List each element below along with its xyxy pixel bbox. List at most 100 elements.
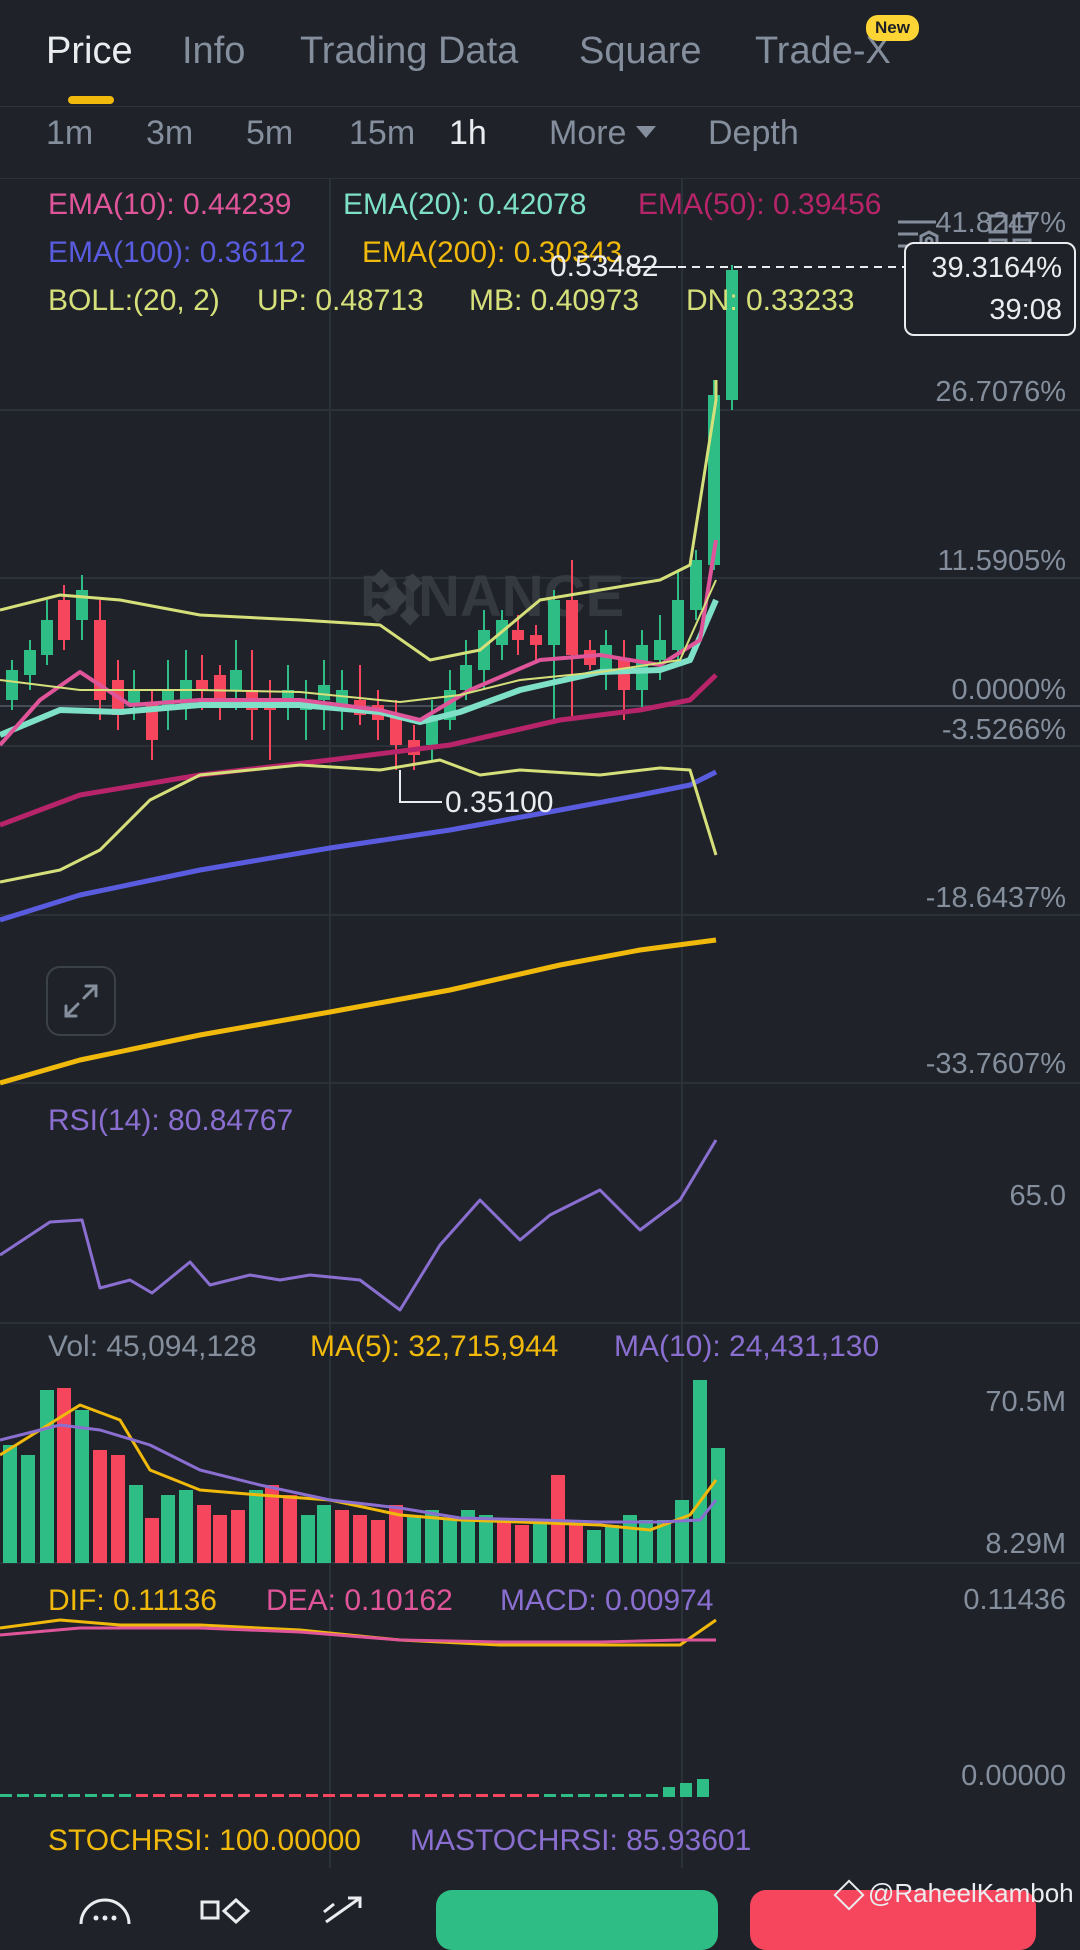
candle-up: [460, 640, 472, 700]
volume-bar-down: [389, 1505, 403, 1563]
interval-5m[interactable]: 5m: [246, 114, 294, 152]
candle-up: [690, 550, 702, 620]
macd-bar-down: [459, 1794, 471, 1797]
ema10-line: [0, 539, 718, 747]
candle-down: [214, 665, 226, 720]
depth-tab[interactable]: Depth: [708, 114, 799, 152]
volume-ma10-line: [0, 1423, 718, 1524]
macd-bar-down: [476, 1794, 488, 1797]
axis-label-3: 11.5905%: [937, 545, 1066, 577]
candle-down: [146, 690, 158, 760]
macd-bar-up: [663, 1787, 675, 1797]
volume-bar-up: [21, 1455, 35, 1563]
volume-bar-down: [515, 1525, 529, 1563]
macd-bar-up: [578, 1794, 590, 1797]
volume-bar-up: [605, 1525, 619, 1563]
chat-icon[interactable]: [78, 1894, 132, 1924]
macd-bar-down: [170, 1794, 182, 1797]
axis-label-6: -18.6437%: [925, 882, 1066, 914]
volume-bar-up: [317, 1505, 331, 1563]
macd-bar-up: [595, 1794, 607, 1797]
macd-dea-legend: DEA: 0.10162: [266, 1584, 453, 1617]
tab-square[interactable]: Square: [579, 30, 702, 72]
volume-bar-down: [93, 1450, 107, 1563]
volume-ma10-legend: MA(10): 24,431,130: [614, 1330, 880, 1363]
axis-label-5: -3.5266%: [941, 714, 1066, 746]
ema50-line: [0, 673, 718, 828]
volume-bar-down: [353, 1515, 367, 1563]
candle-up: [548, 590, 560, 720]
interval-3m[interactable]: 3m: [146, 114, 194, 152]
interval-bar: 1m 3m 5m 15m 1h More Depth: [0, 106, 1080, 258]
rsi-legend: RSI(14): 80.84767: [48, 1104, 294, 1137]
volume-bar-down: [569, 1525, 583, 1563]
volume-bar-down: [57, 1388, 71, 1563]
volume-bar-up: [249, 1490, 263, 1563]
tab-trading-data[interactable]: Trading Data: [300, 30, 519, 72]
ema20-legend: EMA(20): 0.42078: [343, 188, 587, 221]
volume-axis-top: 70.5M: [985, 1386, 1066, 1418]
macd-bar-down: [357, 1794, 369, 1797]
boll-lower-line: [0, 758, 718, 884]
macd-bar-down: [238, 1794, 250, 1797]
candle-up: [726, 265, 738, 410]
axis-label-2: 26.7076%: [935, 376, 1066, 408]
share-arrow-icon[interactable]: [320, 1894, 370, 1924]
candle-up: [76, 575, 88, 640]
interval-more-dropdown[interactable]: More: [549, 114, 657, 153]
volume-bar-up: [161, 1495, 175, 1563]
volume-bar-up: [533, 1520, 547, 1563]
volume-bar-up: [461, 1510, 475, 1563]
macd-axis-top: 0.11436: [963, 1584, 1066, 1616]
volume-bar-down: [145, 1518, 159, 1563]
volume-bar-up: [425, 1510, 439, 1563]
macd-bar-up: [85, 1794, 97, 1797]
volume-axis-bottom: 8.29M: [985, 1528, 1066, 1560]
attribution-handle: @RaheelKamboh: [868, 1878, 1074, 1908]
volume-bar-down: [197, 1505, 211, 1563]
candle-up: [6, 660, 18, 710]
candle-up: [24, 640, 36, 690]
macd-bar-down: [391, 1794, 403, 1797]
top-tabs: Price Info Trading Data Square Trade-X N…: [0, 0, 1080, 107]
volume-legend: Vol: 45,094,128: [48, 1330, 257, 1363]
macd-bar-down: [493, 1794, 505, 1797]
candle-countdown: 39:08: [989, 294, 1062, 326]
fullscreen-button[interactable]: [46, 966, 116, 1036]
macd-bar-up: [102, 1794, 114, 1797]
macd-bar-down: [425, 1794, 437, 1797]
buy-button[interactable]: [436, 1890, 718, 1950]
volume-bar-down: [283, 1495, 297, 1563]
axis-label-7: -33.7607%: [925, 1048, 1066, 1080]
volume-bar-up: [693, 1380, 707, 1563]
volume-bar-down: [111, 1455, 125, 1563]
volume-bar-down: [335, 1510, 349, 1563]
boll-mb-legend: MB: 0.40973: [469, 284, 640, 317]
candle-down: [246, 650, 258, 740]
binance-small-icon: [833, 1879, 865, 1911]
macd-bar-up: [646, 1794, 658, 1797]
ema10-legend: EMA(10): 0.44239: [48, 188, 292, 221]
macd-bar-up: [0, 1794, 12, 1797]
interval-1m[interactable]: 1m: [46, 114, 94, 152]
volume-bar-up: [711, 1448, 725, 1563]
price-chart[interactable]: BINANCE: [0, 178, 1080, 1923]
interval-15m[interactable]: 15m: [349, 114, 416, 152]
macd-bar-up: [17, 1794, 29, 1797]
ema200-legend: EMA(200): 0.30343: [362, 236, 623, 269]
volume-ma5-legend: MA(5): 32,715,944: [310, 1330, 559, 1363]
ema100-line: [0, 769, 718, 923]
interval-1h[interactable]: 1h: [449, 114, 487, 152]
macd-bar-down: [408, 1794, 420, 1797]
current-price-box: 39.3164% 39:08: [904, 242, 1076, 336]
shapes-icon[interactable]: [200, 1898, 252, 1924]
active-tab-indicator: [68, 96, 114, 104]
macd-bar-down: [272, 1794, 284, 1797]
macd-bar-up: [544, 1794, 556, 1797]
tab-price[interactable]: Price: [46, 30, 133, 72]
macd-axis-bottom: 0.00000: [961, 1760, 1066, 1792]
boll-legend: BOLL:(20, 2): [48, 284, 220, 317]
tab-info[interactable]: Info: [182, 30, 246, 72]
macd-bar-up: [697, 1779, 709, 1797]
macd-bar-up: [561, 1794, 573, 1797]
